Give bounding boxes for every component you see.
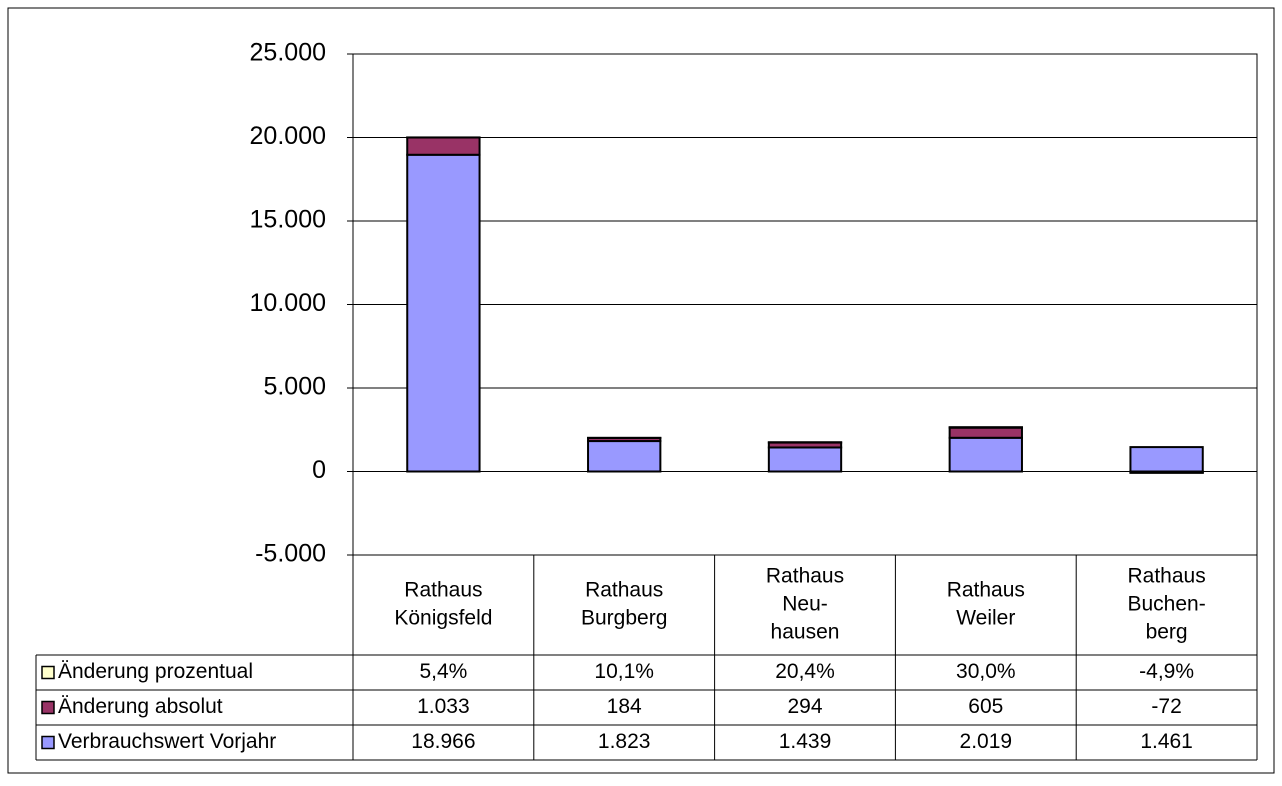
y-tick-label: 5.000 bbox=[263, 373, 326, 401]
legend-key bbox=[42, 702, 54, 714]
x-tick-label: Rathaus bbox=[585, 579, 663, 602]
x-tick-label: Buchen- bbox=[1127, 593, 1205, 616]
x-tick-label: hausen bbox=[771, 621, 840, 644]
table-value: 1.439 bbox=[779, 730, 832, 753]
x-tick-label: Weiler bbox=[956, 607, 1015, 630]
x-tick-label: berg bbox=[1146, 621, 1188, 644]
x-tick-label: Rathaus bbox=[947, 579, 1025, 602]
legend-label: Änderung prozentual bbox=[58, 660, 253, 683]
legend-key bbox=[42, 737, 54, 749]
table-value: 1.033 bbox=[417, 695, 470, 718]
legend-label: Änderung absolut bbox=[58, 695, 223, 718]
table-value: 1.823 bbox=[598, 730, 651, 753]
bar-segment bbox=[950, 438, 1022, 472]
legend-key bbox=[42, 667, 54, 679]
x-tick-label: Königsfeld bbox=[394, 607, 492, 630]
x-tick-label: Rathaus bbox=[404, 579, 482, 602]
table-value: 5,4% bbox=[419, 660, 467, 683]
bar-segment bbox=[769, 447, 841, 471]
table-value: 184 bbox=[607, 695, 642, 718]
y-tick-label: 0 bbox=[312, 456, 326, 484]
x-tick-label: Rathaus bbox=[1127, 565, 1205, 588]
bar-segment bbox=[588, 441, 660, 471]
table-value: 1.461 bbox=[1140, 730, 1193, 753]
table-value: -4,9% bbox=[1139, 660, 1194, 683]
y-tick-label: -5.000 bbox=[255, 540, 326, 568]
chart-border bbox=[8, 8, 1274, 773]
bar-segment bbox=[950, 428, 1022, 438]
bar-segment bbox=[407, 138, 479, 155]
table-value: 30,0% bbox=[956, 660, 1016, 683]
bar-segment bbox=[950, 427, 1022, 428]
table-value: 605 bbox=[968, 695, 1003, 718]
x-tick-label: Burgberg bbox=[581, 607, 667, 630]
legend-label: Verbrauchswert Vorjahr bbox=[58, 730, 276, 753]
x-tick-label: Rathaus bbox=[766, 565, 844, 588]
y-tick-label: 25.000 bbox=[250, 39, 326, 67]
bar-segment bbox=[407, 155, 479, 472]
table-value: 2.019 bbox=[960, 730, 1013, 753]
bar-segment bbox=[1130, 447, 1202, 471]
table-value: 18.966 bbox=[411, 730, 475, 753]
table-value: 294 bbox=[787, 695, 822, 718]
x-tick-label: Neu- bbox=[782, 593, 828, 616]
y-tick-label: 15.000 bbox=[250, 206, 326, 234]
y-tick-label: 10.000 bbox=[250, 289, 326, 317]
table-value: 10,1% bbox=[594, 660, 654, 683]
table-value: -72 bbox=[1151, 695, 1181, 718]
y-tick-label: 20.000 bbox=[250, 122, 326, 150]
table-value: 20,4% bbox=[775, 660, 835, 683]
